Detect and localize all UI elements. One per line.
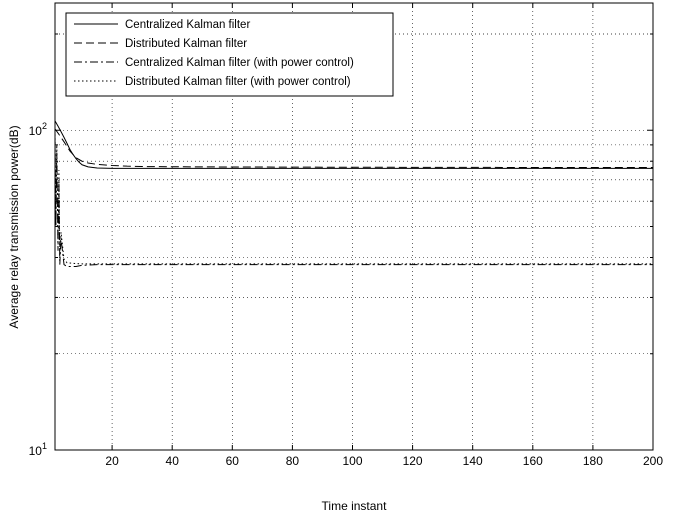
x-tick-label: 60: [226, 454, 240, 468]
legend-label: Distributed Kalman filter (with power co…: [125, 76, 351, 88]
legend-box: [65, 12, 394, 97]
x-axis-label: Time instant: [322, 499, 388, 513]
legend-label: Centralized Kalman filter: [125, 19, 250, 31]
x-tick-label: 180: [583, 454, 603, 468]
y-tick-label: 101: [29, 441, 47, 458]
x-tick-label: 100: [342, 454, 362, 468]
series-line: [54, 128, 653, 168]
series-group: [54, 120, 653, 267]
x-tick-label: 160: [523, 454, 543, 468]
x-tick-label: 120: [403, 454, 423, 468]
y-axis-label: Average relay transmission power(dB): [7, 125, 21, 328]
x-tick-label: 20: [105, 454, 119, 468]
x-tick-label: 40: [166, 454, 180, 468]
x-tick-label: 140: [463, 454, 483, 468]
legend: Centralized Kalman filter Distributed Kal…: [65, 12, 394, 97]
legend-label: Distributed Kalman filter: [125, 38, 247, 50]
x-tick-label: 80: [286, 454, 300, 468]
x-tick-label: 200: [643, 454, 663, 468]
series-line: [54, 120, 653, 169]
y-tick-label: 102: [29, 121, 47, 138]
series-line: [54, 130, 653, 265]
ticks: 20 40 60 80 100 120 140 160 180 200 101 102: [29, 3, 663, 468]
legend-label: Centralized Kalman filter (with power co…: [125, 57, 354, 69]
